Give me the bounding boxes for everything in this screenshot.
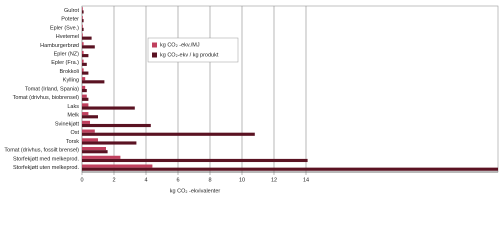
bar [82, 150, 108, 154]
x-tick-label: 0 [80, 177, 83, 183]
plot-area [81, 5, 499, 173]
bar [82, 77, 86, 81]
y-tick-label: Tomat (drivhus, biobrensel) [13, 95, 80, 101]
bar [82, 89, 87, 93]
bar [82, 10, 84, 14]
y-tick-label: Kylling [63, 78, 79, 84]
y-tick-label: Melk [67, 113, 79, 119]
bar [82, 147, 106, 151]
x-tick-label: 14 [303, 177, 309, 183]
legend-swatch [152, 52, 157, 58]
bar [82, 167, 498, 171]
y-tick-label: Gulrot [64, 8, 79, 14]
bar [82, 54, 89, 58]
bar [82, 94, 87, 98]
y-tick-label: Torsk [66, 139, 79, 145]
bar [82, 42, 84, 46]
chart: kg CO₂ -ekvivalenter 0 2 4 6 8 10 12 14 Gulrot Po… [4, 5, 499, 194]
bar [82, 112, 89, 116]
bar [82, 59, 84, 63]
bar [82, 36, 92, 40]
bar [82, 164, 153, 168]
bar [82, 50, 84, 55]
legend-label: kg CO₂ -ekv./MJ [160, 42, 200, 48]
bar [82, 71, 89, 75]
y-tick-label: Brokkoli [59, 69, 79, 75]
y-tick-label: Epler (Sve.) [50, 25, 79, 31]
bar [82, 15, 83, 20]
bar [82, 106, 135, 110]
bar [82, 158, 308, 163]
bar [82, 27, 84, 31]
bar [82, 33, 83, 37]
bar [82, 24, 83, 28]
legend-swatch [152, 42, 157, 48]
x-tick-label: 6 [176, 177, 179, 183]
bar [82, 155, 121, 159]
bar [82, 129, 95, 133]
bar [82, 45, 95, 49]
bar [82, 123, 151, 128]
y-tick-label: Hamburgerbrød [40, 43, 79, 49]
bar [82, 103, 89, 107]
x-axis-title: kg CO₂ -ekvivalenter [170, 188, 221, 194]
y-tick-label: Poteter [61, 17, 79, 23]
y-tick-label: Epler (NZ) [54, 52, 80, 58]
y-tick-label: Laks [67, 104, 79, 110]
y-tick-label: Svinekjøtt [55, 121, 80, 127]
x-tick-label: 2 [112, 177, 115, 183]
x-tick-label: 8 [208, 177, 211, 183]
y-tick-label: Ost [70, 130, 79, 136]
bar [82, 141, 137, 145]
y-tick-label: Storfekjøtt uten melkeprod. [13, 165, 80, 171]
y-tick-label: Hvetemel [56, 34, 79, 40]
y-tick-label: Tomat (drivhus, fossilt brensel) [4, 148, 79, 154]
x-tick-label: 10 [239, 177, 245, 183]
legend-box [147, 37, 239, 63]
bar [82, 80, 105, 84]
bar [82, 132, 255, 136]
bar [82, 120, 90, 124]
bar [82, 85, 86, 89]
bar [82, 97, 89, 101]
x-tick-label: 4 [144, 177, 147, 183]
bar [82, 138, 98, 142]
x-tick-label: 12 [271, 177, 277, 183]
y-tick-label: Tomat (Irland, Spania) [25, 86, 79, 92]
bar [82, 62, 87, 66]
legend-label: kg CO₂-ekv / kg produkt [160, 52, 219, 58]
bar [82, 68, 84, 72]
y-tick-label: Epler (Fra.) [51, 60, 79, 66]
bar [82, 19, 84, 23]
bar [82, 7, 83, 11]
y-tick-label: Storfekjøtt med melkeprod. [13, 156, 79, 162]
bar [82, 115, 98, 119]
